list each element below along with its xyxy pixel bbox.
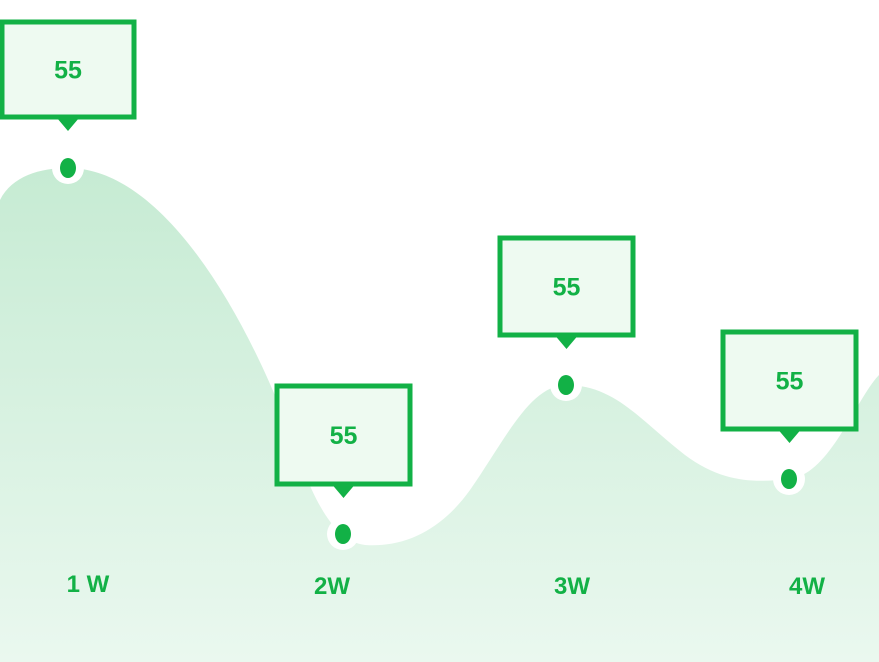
- data-label-callout: 55: [274, 383, 413, 498]
- data-point[interactable]: [60, 158, 76, 178]
- data-label: 55: [776, 368, 804, 396]
- data-point[interactable]: [558, 375, 574, 395]
- data-label-callout: 55: [497, 235, 636, 349]
- data-label-box: [274, 383, 413, 487]
- data-label-box: [497, 235, 636, 338]
- data-point[interactable]: [781, 469, 797, 489]
- series-area: [0, 168, 879, 662]
- data-label-pointer: [555, 336, 578, 349]
- data-label: 55: [553, 274, 581, 302]
- data-label-callout: 55: [720, 329, 859, 443]
- data-label-pointer: [778, 430, 801, 443]
- data-point[interactable]: [335, 524, 351, 544]
- data-label: 55: [54, 57, 82, 85]
- data-label-pointer: [332, 485, 355, 498]
- data-label-callout: 55: [0, 19, 137, 131]
- data-label-pointer: [57, 118, 79, 131]
- data-label-box: [0, 19, 137, 120]
- data-label-box: [720, 329, 859, 432]
- data-label: 55: [330, 422, 358, 450]
